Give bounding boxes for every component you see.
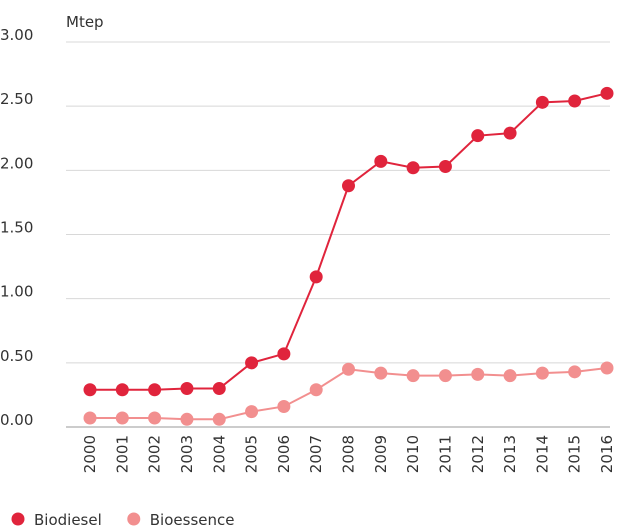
point [600, 361, 614, 375]
point [83, 383, 97, 397]
legend-marker [127, 512, 141, 526]
point [115, 411, 129, 425]
point [277, 347, 291, 361]
point [438, 159, 452, 173]
point [148, 411, 162, 425]
x-tick-label: 2001 [113, 435, 131, 473]
point [374, 366, 388, 380]
legend-marker [11, 512, 25, 526]
x-tick-label: 2006 [275, 435, 293, 473]
y-tick-label: 2.50 [0, 90, 33, 108]
x-tick-label: 2005 [243, 435, 261, 473]
point [600, 86, 614, 100]
point [568, 365, 582, 379]
point [309, 270, 323, 284]
point [374, 154, 388, 168]
point [180, 412, 194, 426]
y-unit: Mtep [66, 13, 104, 31]
point [245, 405, 259, 419]
point [180, 382, 194, 395]
y-tick-label: 1.50 [0, 219, 33, 237]
y-tick-label: 0.00 [0, 411, 33, 429]
point [212, 412, 226, 426]
point [277, 399, 291, 413]
point [535, 366, 549, 380]
x-tick-label: 2012 [469, 435, 487, 473]
point [115, 383, 129, 397]
x-tick-label: 2003 [178, 435, 196, 473]
y-tick-label: 0.50 [0, 347, 33, 365]
point [83, 411, 97, 425]
x-tick-label: 2015 [566, 435, 584, 473]
point [342, 179, 355, 193]
x-tick-label: 2010 [404, 435, 422, 473]
point [568, 94, 582, 108]
point [535, 95, 549, 109]
legend-label: Bioessence [150, 511, 235, 529]
x-tick-label: 2000 [81, 435, 99, 473]
x-tick-label: 2004 [210, 435, 228, 473]
x-tick-label: 2002 [146, 435, 164, 473]
legend-label: Biodiesel [34, 511, 102, 529]
point [438, 369, 452, 383]
point [342, 362, 355, 376]
point [212, 382, 226, 395]
point [503, 369, 517, 383]
point [471, 129, 485, 143]
point [406, 369, 420, 383]
x-tick-label: 2009 [372, 435, 390, 473]
x-tick-label: 2008 [340, 435, 358, 473]
point [406, 161, 420, 175]
y-tick-label: 1.00 [0, 283, 33, 301]
point [245, 356, 259, 370]
x-tick-label: 2014 [533, 435, 551, 473]
series-line [90, 92, 608, 391]
point [309, 383, 323, 397]
y-tick-label: 2.00 [0, 154, 33, 172]
x-tick-label: 2007 [307, 435, 325, 473]
x-tick-label: 2013 [501, 435, 519, 473]
x-tick-label: 2011 [436, 435, 454, 473]
point [148, 383, 162, 397]
x-tick-label: 2016 [598, 435, 616, 473]
y-tick-label: 3.00 [0, 26, 33, 44]
point [503, 126, 517, 140]
point [471, 367, 485, 381]
